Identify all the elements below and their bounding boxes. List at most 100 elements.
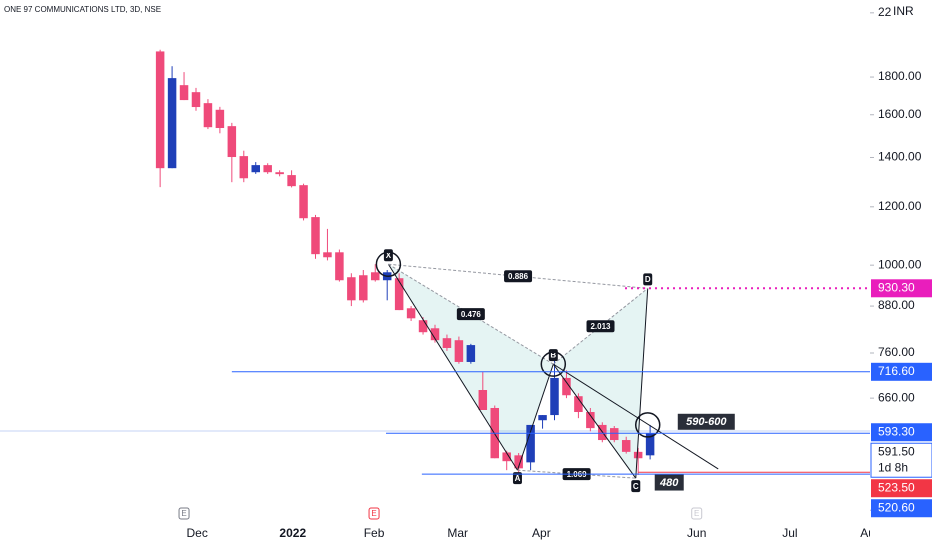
- candle-body: [370, 272, 380, 281]
- vertex-label-box: [631, 480, 641, 493]
- event-box: [691, 507, 703, 520]
- pattern-leg: [552, 363, 637, 479]
- candle-body: [610, 428, 619, 441]
- price-label: 716.60: [878, 364, 915, 378]
- candle-body: [311, 217, 320, 255]
- candle-body: [574, 396, 583, 413]
- candle-body: [418, 320, 428, 333]
- note-box: [677, 413, 735, 430]
- candle-body: [203, 103, 213, 128]
- x-tick-label: Mar: [447, 526, 468, 540]
- candle-body: [359, 275, 368, 301]
- candle-body: [538, 415, 547, 421]
- event: E: [181, 509, 186, 518]
- candle-body: [466, 345, 476, 362]
- price-label-box: [871, 479, 932, 498]
- candle-body: [275, 172, 284, 175]
- countdown: 1d 8h: [878, 460, 908, 474]
- candle-body: [526, 424, 535, 463]
- note-box: [654, 474, 684, 491]
- pattern-bcd: [553, 288, 648, 479]
- x-tick-label: Dec: [187, 526, 208, 540]
- candle-body: [478, 390, 488, 410]
- x-tick-label: 2022: [279, 526, 306, 540]
- vertex-label-box: [512, 472, 522, 485]
- highlight-circle: [540, 351, 567, 377]
- price-label-box: [871, 499, 932, 518]
- price-label-box: [871, 362, 932, 381]
- y-tick-label: 880.00: [878, 298, 915, 312]
- candle-body: [562, 377, 571, 396]
- price-label: 593.30: [878, 424, 915, 438]
- ratio-label-box: [586, 320, 615, 333]
- candle-body: [442, 338, 452, 348]
- candle-body: [335, 252, 344, 281]
- price-axis: 465.00660.00760.00880.001000.001200.0014…: [870, 5, 932, 518]
- candle-body: [347, 277, 356, 301]
- vertex-label: X: [386, 251, 392, 260]
- price-label-box: [871, 423, 932, 442]
- candle-body: [633, 451, 643, 459]
- y-tick-label: 760.00: [878, 345, 915, 359]
- ratio-label-box: [504, 270, 533, 283]
- price-label-box: [870, 442, 932, 478]
- pattern-leg: [387, 263, 518, 471]
- y-tick-label: 1800.00: [878, 69, 922, 83]
- ratio-label: 2.013: [590, 322, 611, 331]
- candle-body: [263, 165, 272, 173]
- candle-body: [215, 109, 225, 129]
- pattern-leg: [516, 363, 554, 471]
- y-tick-label: 1400.00: [878, 150, 922, 164]
- y-tick-label: 660.00: [878, 390, 915, 404]
- note: 480: [659, 477, 679, 489]
- price-label: 520.60: [878, 500, 915, 514]
- highlight-circle: [375, 251, 402, 277]
- ratio-label: 0.476: [461, 310, 482, 319]
- plot-area: Dec 2022 Feb Mar Apr Jun Jul Au0.8860.4762.0131…: [155, 49, 875, 540]
- y-tick-label: 1000.00: [878, 257, 922, 271]
- candle-body: [167, 78, 177, 169]
- candle-body: [239, 156, 249, 179]
- vertex-label: D: [645, 275, 651, 284]
- candle-body: [502, 452, 511, 462]
- vertex-label-box: [643, 273, 653, 286]
- highlight-circle: [634, 412, 661, 438]
- ratio-label: 0.886: [508, 272, 529, 281]
- price-label: 591.50: [878, 444, 915, 458]
- candle-body: [251, 165, 260, 173]
- pattern-xab: [388, 264, 554, 471]
- candle-body: [191, 92, 201, 108]
- candle-body: [645, 433, 655, 456]
- candle-body: [287, 175, 296, 187]
- y-tick-label: 1200.00: [878, 199, 922, 213]
- pattern-leg: [635, 288, 649, 479]
- currency: INR: [893, 4, 914, 18]
- candle-body: [586, 412, 595, 429]
- candle-body: [430, 328, 440, 341]
- candle-body: [550, 377, 559, 416]
- x-tick-label: Apr: [532, 526, 551, 540]
- candle-body: [155, 51, 165, 169]
- candle-body: [179, 85, 189, 101]
- candle-body: [621, 440, 631, 452]
- x-tick-label: Jun: [687, 526, 706, 540]
- vertex-label: B: [550, 351, 556, 360]
- vertex-label: C: [633, 482, 639, 491]
- price-label: 523.50: [878, 480, 915, 494]
- candle-body: [323, 252, 332, 258]
- event-box: [178, 507, 190, 520]
- event-box: [368, 507, 380, 520]
- candle-body: [514, 455, 523, 469]
- y-tick-label: 22: [878, 5, 892, 19]
- price-label: 930.30: [878, 280, 915, 294]
- trendline: [553, 363, 719, 470]
- candle-body: [299, 185, 308, 219]
- event: E: [694, 509, 699, 518]
- vertex-label: A: [515, 474, 521, 483]
- ratio-label-box: [456, 308, 485, 321]
- x-tick-label: Jul: [782, 526, 797, 540]
- chart-title: ONE 97 COMMUNICATIONS LTD, 3D, NSE: [4, 5, 161, 14]
- price-label-box: [871, 279, 932, 298]
